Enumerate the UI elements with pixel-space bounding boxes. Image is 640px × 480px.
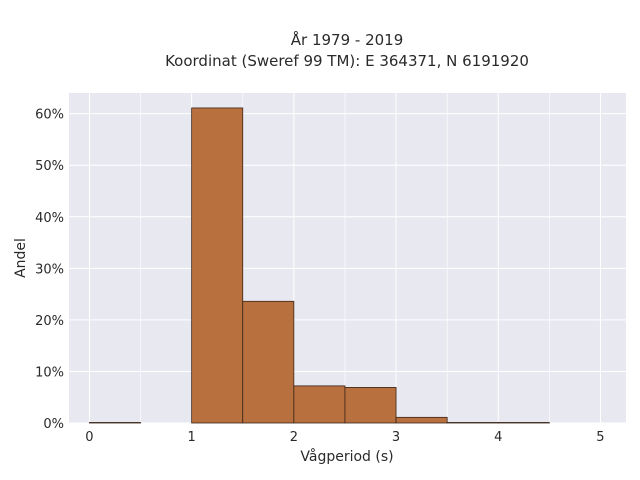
histogram-bar xyxy=(191,107,244,424)
y-axis-ticks: 0% 10% 20% 30% 40% 50% 60% xyxy=(35,108,64,432)
x-tick-label: 0 xyxy=(85,430,93,445)
y-tick-label: 40% xyxy=(35,211,64,226)
y-tick-label: 50% xyxy=(35,159,64,174)
x-tick-label: 1 xyxy=(188,430,196,445)
bars xyxy=(89,107,550,424)
plot-area xyxy=(69,93,626,423)
y-tick-label: 60% xyxy=(35,108,64,123)
chart-title: År 1979 - 2019 Koordinat (Sweref 99 TM):… xyxy=(165,30,529,70)
x-tick-label: 2 xyxy=(290,430,298,445)
chart-title-line-1: År 1979 - 2019 xyxy=(291,30,404,49)
y-axis-label: Andel xyxy=(13,238,29,278)
histogram-bar xyxy=(293,385,346,424)
histogram-bar xyxy=(446,422,499,424)
histogram-bar xyxy=(497,422,550,424)
x-axis-ticks: 0 1 2 3 4 5 xyxy=(85,430,604,445)
y-tick-label: 10% xyxy=(35,365,64,380)
chart-title-line-2: Koordinat (Sweref 99 TM): E 364371, N 61… xyxy=(165,52,529,70)
x-tick-label: 3 xyxy=(392,430,400,445)
y-tick-label: 0% xyxy=(43,417,64,432)
x-tick-label: 4 xyxy=(494,430,502,445)
histogram-bar xyxy=(89,422,141,424)
histogram-bar xyxy=(242,300,295,424)
y-tick-label: 20% xyxy=(35,314,64,329)
histogram-bar xyxy=(395,416,448,424)
histogram-bar xyxy=(344,387,397,424)
y-tick-label: 30% xyxy=(35,262,64,277)
x-tick-label: 5 xyxy=(596,430,604,445)
x-axis-label: Vågperiod (s) xyxy=(300,448,393,465)
